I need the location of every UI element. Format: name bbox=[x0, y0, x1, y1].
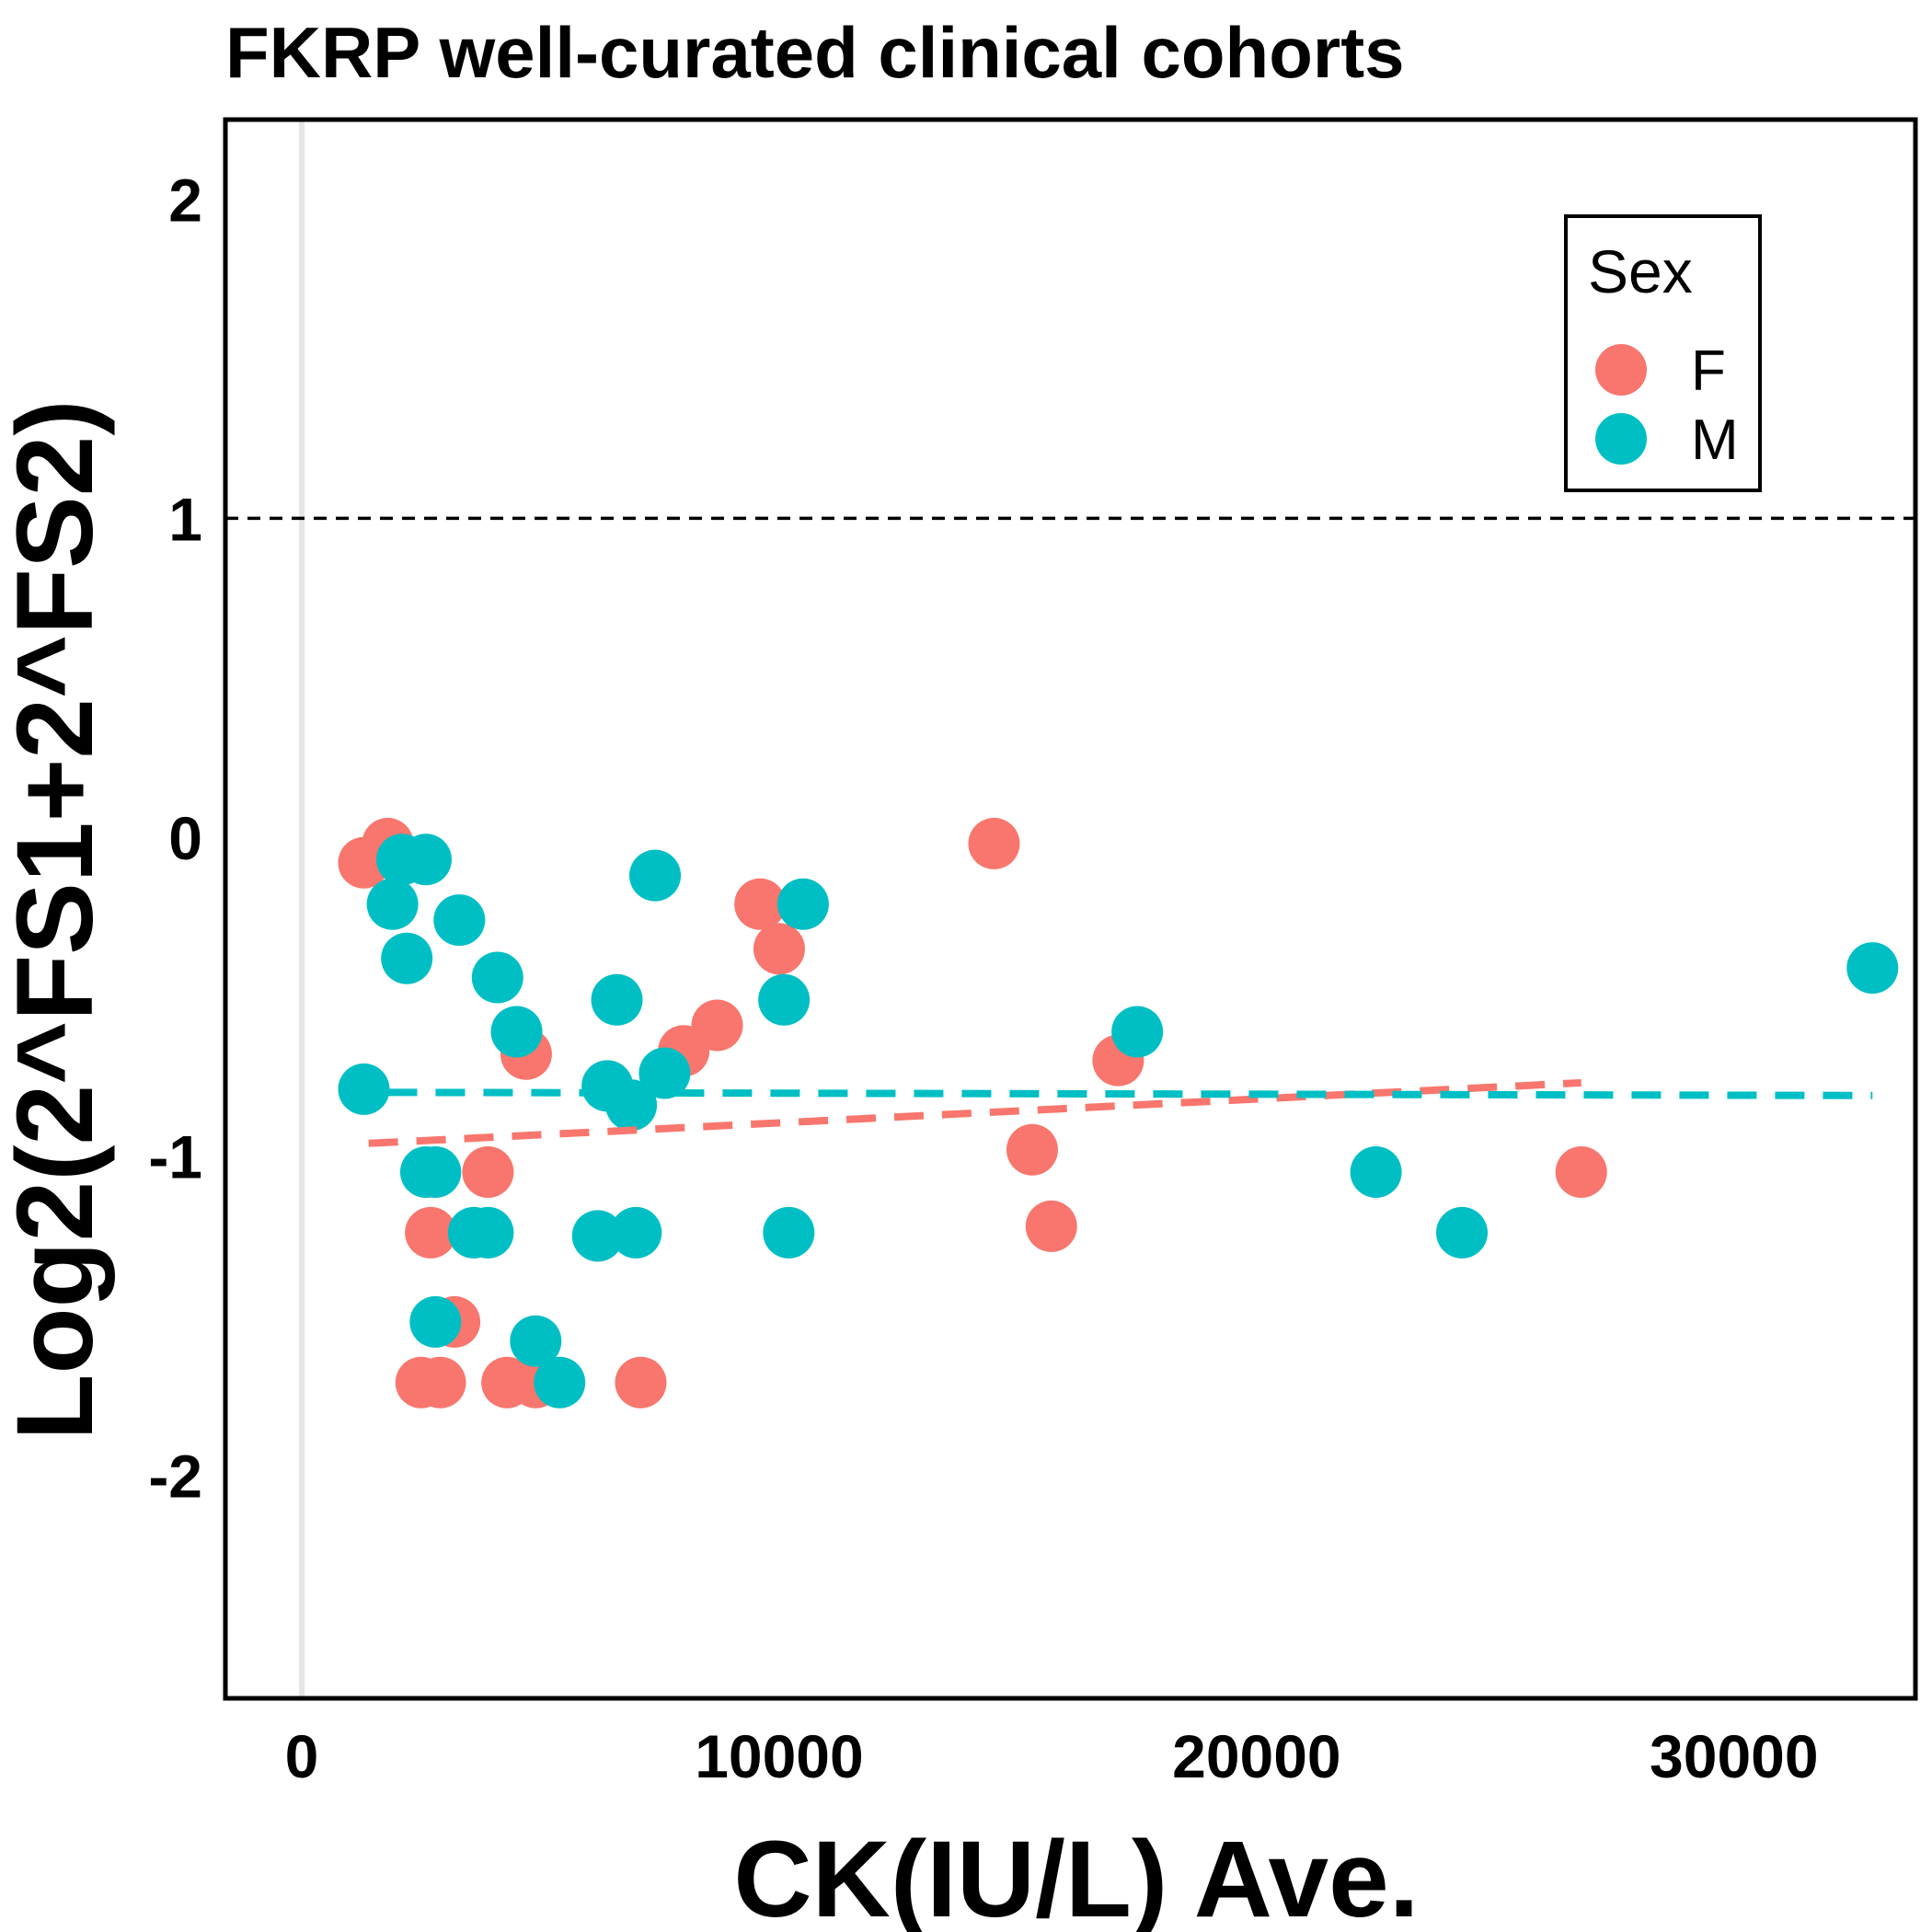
data-point-m bbox=[610, 1206, 662, 1259]
data-point-f bbox=[691, 999, 743, 1052]
data-point-f bbox=[1025, 1200, 1077, 1252]
x-axis-ticks: 0 10000 20000 30000 bbox=[285, 1722, 1819, 1790]
data-point-m bbox=[571, 1210, 624, 1262]
y-axis-title: Log2(2^FS1+2^FS2) bbox=[0, 399, 116, 1440]
data-point-f bbox=[968, 817, 1020, 869]
data-point-m bbox=[510, 1315, 562, 1367]
x-tick-label: 20000 bbox=[1172, 1722, 1341, 1790]
data-point-m bbox=[366, 878, 419, 930]
data-point-m bbox=[1436, 1206, 1489, 1259]
data-point-f bbox=[734, 878, 787, 930]
y-tick-label: -1 bbox=[148, 1123, 202, 1191]
legend-label-m: M bbox=[1691, 408, 1739, 472]
legend-key-m bbox=[1595, 413, 1647, 465]
data-point-f bbox=[753, 923, 805, 975]
data-point-m bbox=[534, 1356, 586, 1409]
data-point-f bbox=[1555, 1146, 1607, 1198]
data-point-m bbox=[433, 894, 486, 947]
trend-line-f bbox=[368, 1078, 1581, 1147]
data-point-m bbox=[409, 1146, 462, 1198]
legend-label-f: F bbox=[1691, 339, 1726, 403]
data-point-m bbox=[462, 1206, 514, 1259]
data-point-m bbox=[629, 849, 682, 902]
y-tick-label: 0 bbox=[168, 804, 202, 872]
data-point-m bbox=[381, 932, 433, 984]
data-point-f bbox=[1006, 1123, 1058, 1176]
y-tick-label: 2 bbox=[168, 167, 202, 235]
data-point-m bbox=[399, 834, 452, 886]
y-tick-label: -2 bbox=[148, 1442, 202, 1510]
legend-frame bbox=[1564, 214, 1762, 492]
x-tick-label: 10000 bbox=[695, 1722, 864, 1790]
data-point-m bbox=[758, 973, 811, 1026]
y-axis-ticks: -2 -1 0 1 2 bbox=[148, 167, 202, 1511]
data-point-m bbox=[638, 1047, 691, 1099]
data-point-m bbox=[763, 1206, 815, 1259]
x-axis-title: CK(IU/L) Ave. bbox=[733, 1819, 1419, 1932]
data-point-m bbox=[1350, 1146, 1402, 1198]
legend: Sex FM bbox=[1564, 214, 1762, 492]
legend-title: Sex bbox=[1588, 237, 1693, 305]
y-tick-label: 1 bbox=[168, 485, 202, 553]
data-point-m bbox=[471, 951, 523, 1004]
data-point-m bbox=[1846, 942, 1899, 995]
x-tick-label: 30000 bbox=[1650, 1722, 1819, 1790]
plot-frame bbox=[223, 117, 1918, 1701]
legend-key-f bbox=[1595, 344, 1647, 396]
data-point-f bbox=[405, 1206, 457, 1259]
data-point-m bbox=[1111, 1006, 1164, 1058]
data-point-f bbox=[462, 1146, 514, 1198]
data-point-m bbox=[776, 878, 829, 930]
data-point-m bbox=[490, 1006, 543, 1058]
data-point-m bbox=[409, 1295, 462, 1348]
trend-line-m bbox=[387, 1088, 1873, 1099]
data-point-m bbox=[591, 973, 643, 1026]
data-point-f bbox=[414, 1356, 466, 1409]
x-tick-label: 0 bbox=[285, 1722, 319, 1790]
data-point-m bbox=[338, 1063, 390, 1115]
data-point-f bbox=[615, 1356, 667, 1409]
chart-title: FKRP well-curated clinical cohorts bbox=[225, 12, 1405, 93]
